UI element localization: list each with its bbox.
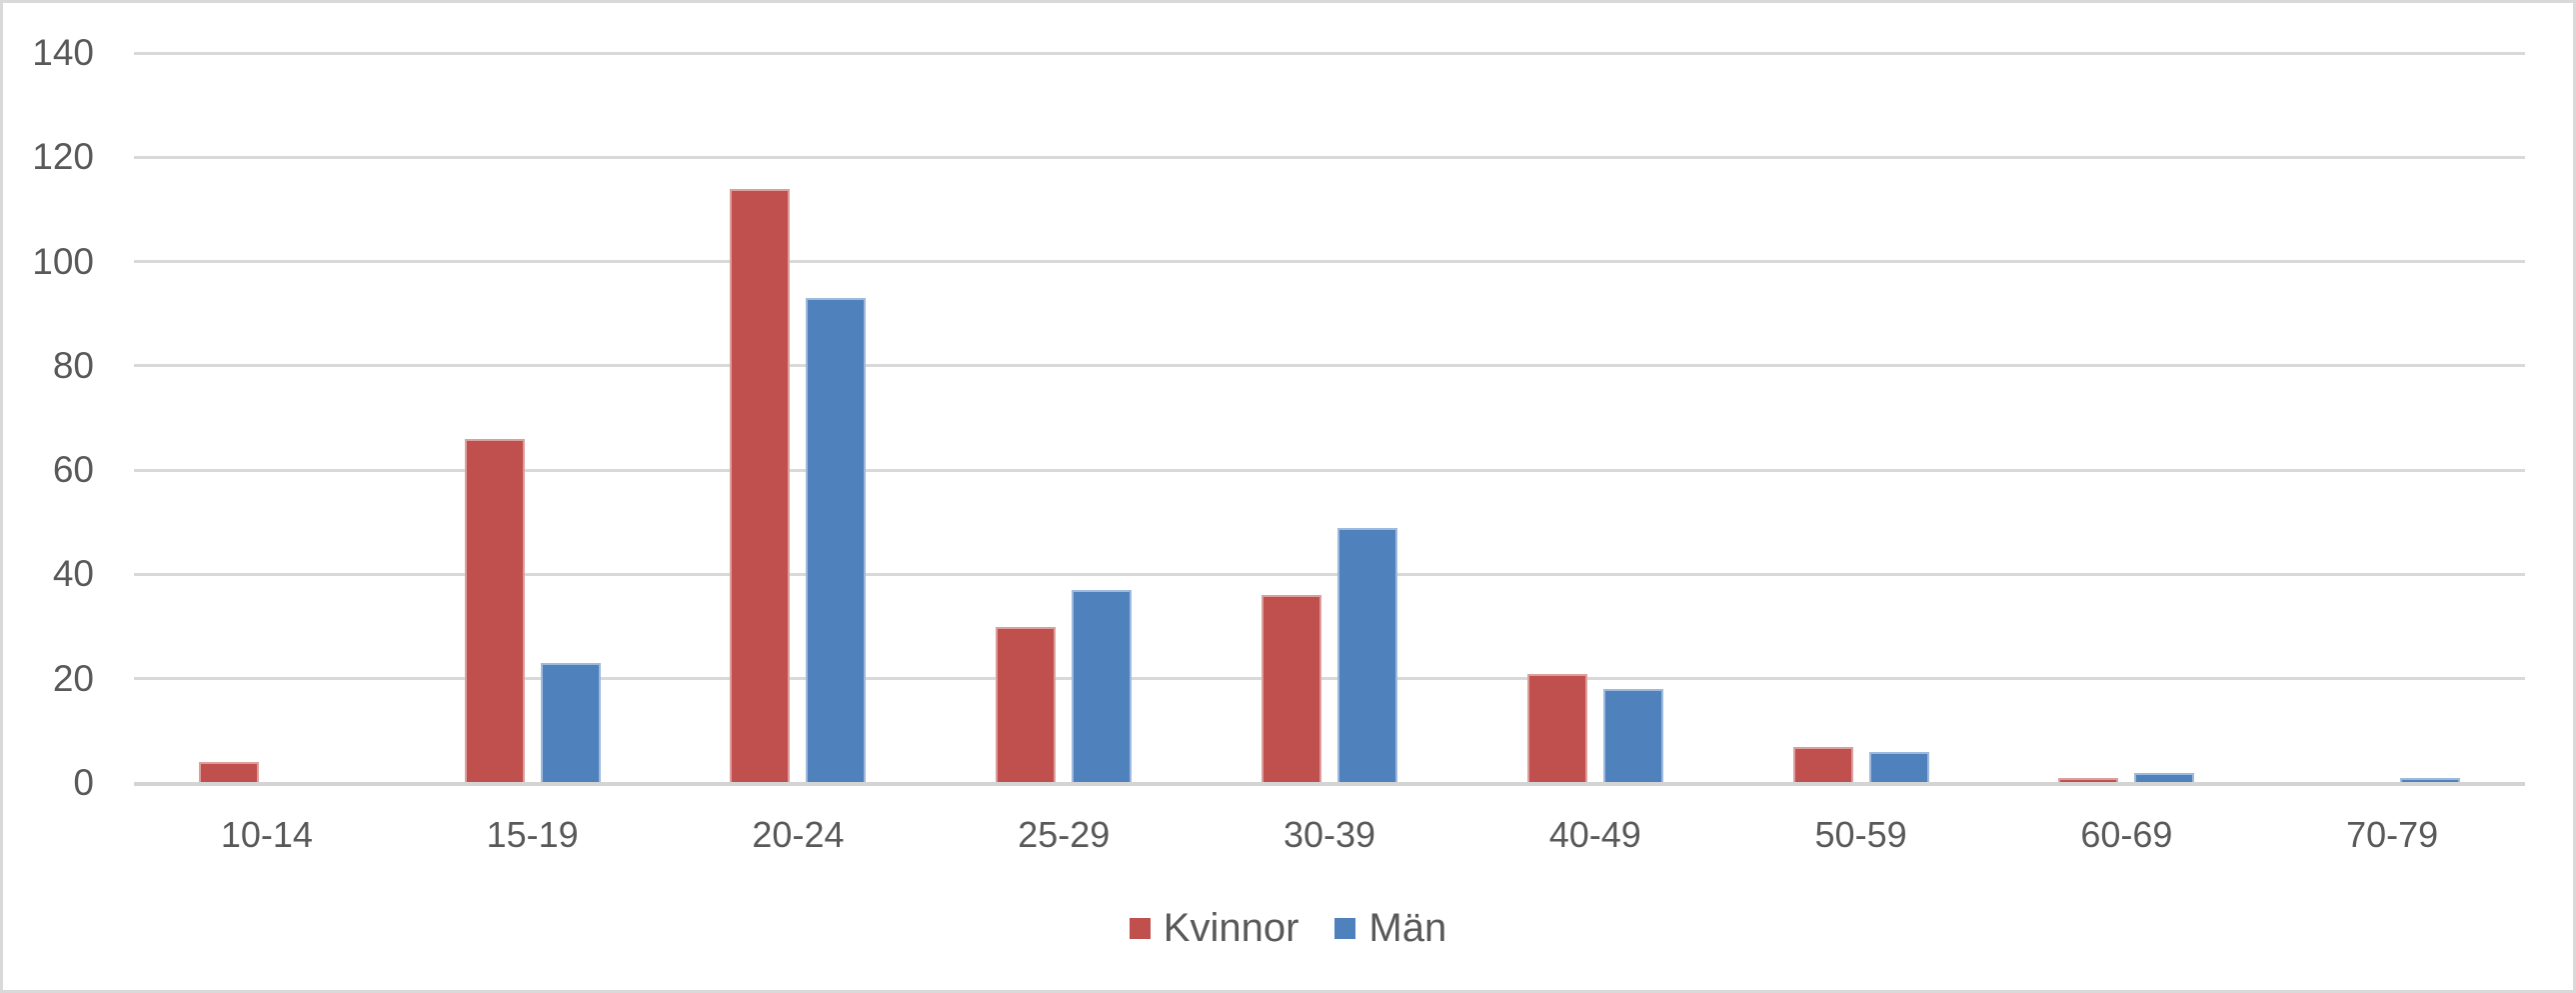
y-tick-label: 0 (73, 762, 94, 803)
y-axis-labels: 0 20 40 60 80 100 120 140 (3, 3, 94, 990)
legend-item-kvinnor: Kvinnor (1129, 904, 1299, 952)
category-slot (400, 3, 666, 783)
category-slot (2259, 3, 2525, 783)
x-tick-label: 25-29 (1018, 814, 1111, 855)
category-slot (134, 3, 400, 783)
gridline (134, 468, 2525, 472)
plot-area (134, 3, 2525, 786)
bar-män-40-49 (1602, 689, 1663, 783)
legend-label: Män (1368, 906, 1447, 950)
bar-kvinnor-40-49 (1526, 673, 1587, 783)
gridline (134, 677, 2525, 681)
legend-marker-icon (1334, 917, 1356, 939)
bar-kvinnor-15-19 (464, 438, 525, 783)
y-tick-label: 20 (52, 657, 94, 699)
x-tick-label: 30-39 (1283, 814, 1376, 855)
legend: Kvinnor Män (3, 904, 2573, 952)
y-tick-label: 80 (52, 344, 94, 386)
category-slot (1197, 3, 1462, 783)
bar-män-50-59 (1868, 751, 1929, 783)
bar-kvinnor-50-59 (1792, 746, 1853, 783)
legend-marker-icon (1129, 917, 1151, 939)
category-slot (931, 3, 1197, 783)
bars-container (134, 3, 2525, 783)
gridline (134, 155, 2525, 159)
gridline (134, 51, 2525, 55)
y-tick-label: 40 (52, 553, 94, 595)
bar-män-30-39 (1337, 527, 1398, 783)
bar-kvinnor-10-14 (198, 762, 259, 783)
bar-kvinnor-60-69 (2058, 777, 2119, 783)
x-tick-label: 40-49 (1548, 814, 1641, 855)
bar-kvinnor-20-24 (730, 188, 791, 783)
bar-kvinnor-25-29 (996, 626, 1057, 783)
gridline (134, 364, 2525, 368)
bar-kvinnor-30-39 (1262, 595, 1322, 783)
y-tick-label: 140 (32, 32, 94, 73)
x-axis-labels: 10-14 15-19 20-24 25-29 30-39 40-49 50-59 60-69… (134, 813, 2525, 857)
bar-män-20-24 (806, 298, 867, 783)
x-tick-label: 60-69 (2080, 814, 2173, 855)
category-slot (1462, 3, 1728, 783)
x-tick-label: 50-59 (1814, 814, 1907, 855)
bar-män-15-19 (540, 663, 601, 783)
legend-item-män: Män (1334, 904, 1446, 952)
y-tick-label: 60 (52, 449, 94, 491)
y-tick-label: 100 (32, 240, 94, 282)
x-tick-label: 20-24 (752, 814, 845, 855)
gridline (134, 260, 2525, 264)
legend-label: Kvinnor (1163, 906, 1299, 950)
x-axis-line (134, 781, 2525, 786)
y-tick-label: 120 (32, 136, 94, 178)
category-slot (1993, 3, 2259, 783)
bar-män-70-79 (2400, 777, 2461, 783)
x-tick-label: 10-14 (220, 814, 313, 855)
gridline (134, 572, 2525, 576)
bar-män-60-69 (2134, 772, 2195, 783)
category-slot (1728, 3, 1994, 783)
bar-män-25-29 (1072, 590, 1133, 783)
x-tick-label: 15-19 (486, 814, 579, 855)
x-tick-label: 70-79 (2346, 814, 2439, 855)
category-slot (666, 3, 932, 783)
